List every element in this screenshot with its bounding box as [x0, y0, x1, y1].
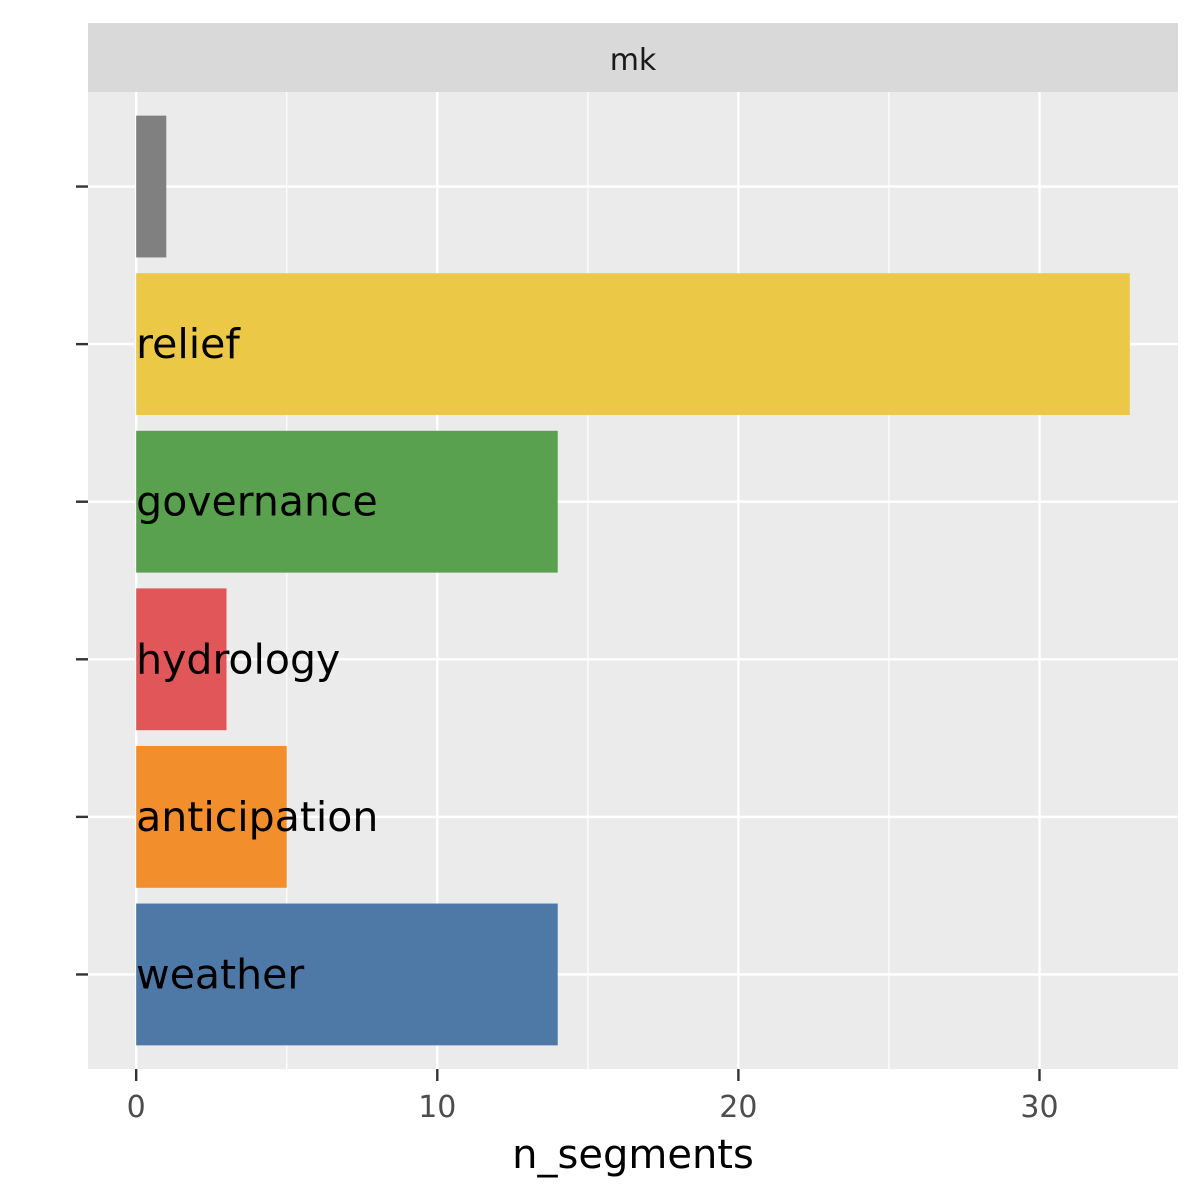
x-axis-title: n_segments — [512, 1132, 754, 1178]
facet-strip — [88, 23, 1178, 92]
bar-label-hydrology: hydrology — [136, 635, 340, 683]
bar-relief — [136, 273, 1130, 416]
y-axis-ticks — [76, 185, 88, 976]
bar-label-weather: weather — [136, 950, 304, 998]
bar-hydrology — [136, 588, 227, 731]
bar-unlabeled — [136, 115, 167, 258]
bar-weather — [136, 903, 558, 1046]
x-axis: 0 10 20 30 — [127, 1069, 1059, 1125]
bar-governance — [136, 430, 558, 573]
bar-label-governance: governance — [136, 478, 378, 526]
facet-strip-label: mk — [610, 43, 657, 78]
bar-label-relief: relief — [136, 320, 241, 368]
bar-label-anticipation: anticipation — [136, 793, 378, 841]
x-tick-label: 0 — [127, 1090, 146, 1125]
bar-anticipation — [136, 745, 287, 888]
x-tick-label: 20 — [719, 1090, 757, 1125]
bars — [136, 115, 1130, 1046]
x-tick-label: 30 — [1020, 1090, 1058, 1125]
x-tick-label: 10 — [418, 1090, 456, 1125]
bar-labels: relief governance hydrology anticipation wea… — [136, 320, 378, 998]
